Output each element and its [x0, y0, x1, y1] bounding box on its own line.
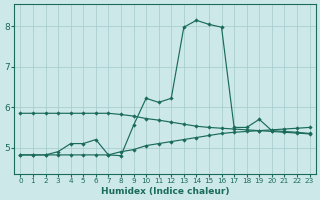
X-axis label: Humidex (Indice chaleur): Humidex (Indice chaleur): [101, 187, 229, 196]
